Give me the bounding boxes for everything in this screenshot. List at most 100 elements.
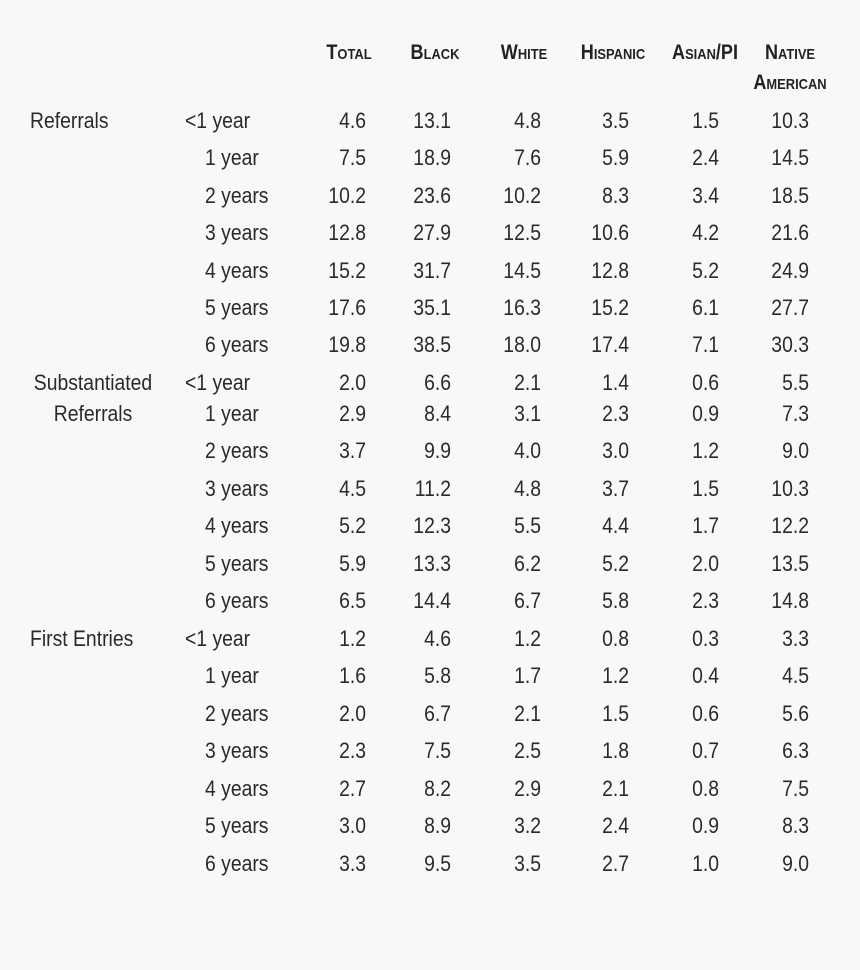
table-cell: 4.4	[602, 513, 629, 538]
table-cell: 9.0	[782, 851, 809, 876]
row-group-label-referrals: Referrals	[30, 108, 109, 133]
table-cell: 7.5	[339, 145, 366, 170]
table-cell: 6.7	[514, 588, 541, 613]
table-cell: 5.9	[339, 551, 366, 576]
column-header-white: White	[500, 41, 548, 64]
table-cell: 10.3	[771, 108, 809, 133]
table-cell: 2.1	[514, 370, 541, 395]
table-cell: 6.7	[424, 701, 451, 726]
table-cell: 0.8	[602, 626, 629, 651]
period-label: 2 years	[205, 183, 269, 208]
period-label: 6 years	[205, 588, 269, 613]
table-cell: 1.2	[602, 663, 629, 688]
table-cell: 3.7	[602, 476, 629, 501]
table-cell: 8.3	[782, 813, 809, 838]
table-cell: 14.5	[503, 258, 541, 283]
period-label: 3 years	[205, 220, 269, 245]
column-header-black: Black	[410, 41, 460, 64]
table-cell: 2.9	[514, 776, 541, 801]
table-cell: 1.7	[514, 663, 541, 688]
table-cell: 3.5	[602, 108, 629, 133]
table-cell: 27.9	[413, 220, 451, 245]
table-cell: 38.5	[413, 332, 451, 357]
table-cell: 2.7	[602, 851, 629, 876]
period-label: 5 years	[205, 551, 269, 576]
period-label: 4 years	[205, 258, 269, 283]
table-cell: 4.6	[339, 108, 366, 133]
table-cell: 14.5	[771, 145, 809, 170]
table-cell: 23.6	[413, 183, 451, 208]
period-label: <1 year	[185, 108, 251, 133]
table-cell: 3.2	[514, 813, 541, 838]
table-cell: 0.6	[692, 370, 719, 395]
table-cell: 8.4	[424, 401, 451, 426]
table-cell: 4.8	[514, 476, 541, 501]
table-cell: 6.2	[514, 551, 541, 576]
table-cell: 9.5	[424, 851, 451, 876]
table-cell: 6.6	[424, 370, 451, 395]
table-cell: 2.1	[514, 701, 541, 726]
table-cell: 2.3	[692, 588, 719, 613]
table-cell: 1.6	[339, 663, 366, 688]
period-label: 1 year	[205, 145, 259, 170]
table-cell: 5.2	[602, 551, 629, 576]
table-cell: 5.6	[782, 701, 809, 726]
table-cell: 2.9	[339, 401, 366, 426]
table-cell: 4.8	[514, 108, 541, 133]
table-cell: 2.0	[692, 551, 719, 576]
period-label: 2 years	[205, 438, 269, 463]
period-label: 5 years	[205, 813, 269, 838]
table-cell: 2.3	[602, 401, 629, 426]
table-cell: 31.7	[413, 258, 451, 283]
table-cell: 14.8	[771, 588, 809, 613]
table-cell: 0.6	[692, 701, 719, 726]
table-cell: 1.2	[692, 438, 719, 463]
column-header-american: American	[753, 71, 827, 94]
table-cell: 18.9	[413, 145, 451, 170]
table-cell: 4.6	[424, 626, 451, 651]
column-header-native: Native	[764, 41, 816, 64]
table-cell: 6.5	[339, 588, 366, 613]
table-cell: 6.3	[782, 738, 809, 763]
table-cell: 10.2	[328, 183, 366, 208]
table-cell: 1.4	[602, 370, 629, 395]
table-cell: 19.8	[328, 332, 366, 357]
table-cell: 2.7	[339, 776, 366, 801]
table-cell: 7.5	[782, 776, 809, 801]
table-cell: 13.3	[413, 551, 451, 576]
table-cell: 12.8	[328, 220, 366, 245]
table-cell: 5.8	[424, 663, 451, 688]
row-group-label-substantiated-referrals: Referrals	[53, 401, 133, 426]
row-group-label-substantiated-referrals: Substantiated	[33, 370, 153, 395]
table-cell: 5.5	[514, 513, 541, 538]
table-cell: 15.2	[328, 258, 366, 283]
table-cell: 5.5	[782, 370, 809, 395]
table-cell: 10.2	[503, 183, 541, 208]
table-cell: 1.5	[602, 701, 629, 726]
table-cell: 0.8	[692, 776, 719, 801]
period-label: 3 years	[205, 476, 269, 501]
table-cell: 3.3	[339, 851, 366, 876]
table-cell: 12.3	[413, 513, 451, 538]
table-cell: 10.6	[591, 220, 629, 245]
table-cell: 7.3	[782, 401, 809, 426]
period-label: 2 years	[205, 701, 269, 726]
period-label: 6 years	[205, 851, 269, 876]
table-cell: 6.1	[692, 295, 719, 320]
period-label: 6 years	[205, 332, 269, 357]
table-cell: 0.9	[692, 401, 719, 426]
table-cell: 0.7	[692, 738, 719, 763]
period-label: <1 year	[185, 626, 251, 651]
table-cell: 5.2	[692, 258, 719, 283]
table-cell: 3.0	[339, 813, 366, 838]
table-cell: 27.7	[771, 295, 809, 320]
table-cell: 2.1	[602, 776, 629, 801]
table-cell: 13.1	[413, 108, 451, 133]
table-cell: 18.5	[771, 183, 809, 208]
table-cell: 30.3	[771, 332, 809, 357]
table-cell: 16.3	[503, 295, 541, 320]
table-cell: 1.5	[692, 476, 719, 501]
table-cell: 3.4	[692, 183, 719, 208]
table-cell: 8.2	[424, 776, 451, 801]
column-header-total: Total	[326, 41, 372, 64]
